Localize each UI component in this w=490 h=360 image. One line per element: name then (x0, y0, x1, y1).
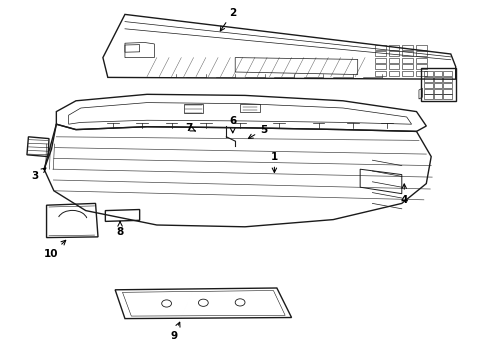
Bar (434, 89, 442, 94)
Bar (434, 83, 442, 88)
Bar (424, 94, 433, 99)
Bar (389, 51, 399, 56)
Bar (416, 51, 427, 56)
Bar (402, 51, 413, 56)
Bar (424, 77, 433, 82)
Bar (375, 58, 386, 63)
Text: 5: 5 (248, 125, 267, 139)
Bar (375, 71, 386, 76)
Bar (443, 89, 452, 94)
Bar (402, 58, 413, 63)
Bar (375, 51, 386, 56)
Text: 9: 9 (171, 322, 180, 341)
Text: 7: 7 (185, 123, 196, 133)
Text: 3: 3 (32, 168, 46, 181)
Bar (424, 83, 433, 88)
Bar (434, 71, 442, 76)
Text: 8: 8 (117, 221, 123, 237)
Bar (416, 58, 427, 63)
Text: 4: 4 (400, 184, 408, 205)
Text: 6: 6 (229, 116, 236, 133)
Bar (416, 64, 427, 69)
Bar (443, 71, 452, 76)
Bar (402, 71, 413, 76)
Bar (389, 58, 399, 63)
Bar (424, 71, 433, 76)
Bar (434, 94, 442, 99)
Bar (443, 83, 452, 88)
Bar (389, 64, 399, 69)
Bar (416, 45, 427, 50)
Text: 1: 1 (271, 152, 278, 172)
Bar (424, 89, 433, 94)
Bar (443, 94, 452, 99)
Bar (375, 45, 386, 50)
Bar (416, 71, 427, 76)
Bar (389, 45, 399, 50)
Text: 2: 2 (220, 8, 236, 31)
Bar (402, 45, 413, 50)
Bar (375, 64, 386, 69)
Bar (443, 77, 452, 82)
Bar (434, 77, 442, 82)
Bar (402, 64, 413, 69)
Text: 10: 10 (44, 240, 66, 259)
Bar (389, 71, 399, 76)
